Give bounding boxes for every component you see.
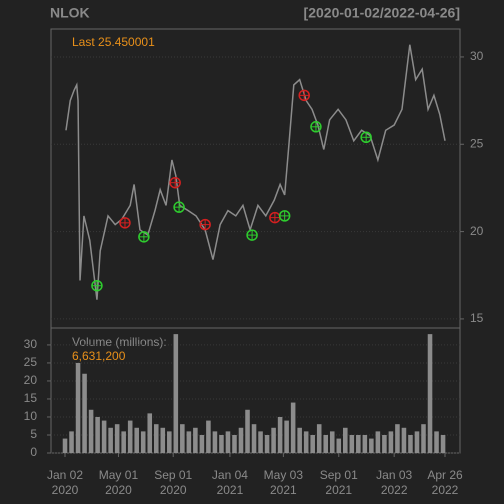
volume-bar <box>421 424 426 453</box>
chart-subtitle: [2020-01-02/2022-04-26] <box>304 5 460 21</box>
signal-marker <box>138 231 150 243</box>
volume-bar <box>127 420 133 453</box>
volume-bar <box>414 431 420 453</box>
volume-bar <box>284 420 289 453</box>
x-tick-label: Jan 02 2020 <box>47 468 83 497</box>
signal-marker <box>310 121 322 133</box>
volume-bar <box>108 427 113 453</box>
volume-bar <box>160 427 166 453</box>
panel-frame <box>50 28 461 329</box>
volume-bar <box>95 416 100 453</box>
volume-bar <box>75 362 81 453</box>
volume-bar <box>219 434 224 453</box>
y-tick-label: 10 <box>24 409 38 423</box>
y-tick-label: 20 <box>470 224 484 238</box>
volume-bar <box>395 424 400 453</box>
y-tick-label: 25 <box>24 355 38 369</box>
signal-marker <box>278 210 291 222</box>
volume-bar <box>88 409 94 453</box>
signal-marker <box>360 131 372 144</box>
price-line <box>65 44 446 300</box>
x-tick-label: May 01 2020 <box>99 468 139 497</box>
x-tick-label: Sep 01 2021 <box>320 468 358 497</box>
volume-bar <box>186 431 192 453</box>
volume-bar <box>277 416 283 453</box>
signal-marker <box>298 89 310 102</box>
y-tick-label: 30 <box>470 49 484 63</box>
volume-bar <box>297 427 302 453</box>
volume-bar <box>401 427 407 453</box>
volume-bar <box>434 431 439 453</box>
volume-bar <box>316 424 322 453</box>
y-tick-label: 20 <box>24 373 38 387</box>
volume-bar <box>101 420 107 453</box>
y-tick-label: 30 <box>24 337 38 351</box>
signal-marker <box>199 218 211 231</box>
y-tick-label: 0 <box>30 445 37 459</box>
volume-bar <box>258 431 263 453</box>
volume-bar <box>408 434 413 453</box>
volume-bar <box>167 431 172 453</box>
volume-bar <box>199 434 205 453</box>
y-tick-label: 15 <box>470 311 484 325</box>
volume-bar <box>121 431 126 453</box>
volume-bar <box>225 431 231 453</box>
x-tick-label: Jan 03 2022 <box>376 468 412 497</box>
volume-bar <box>245 409 250 453</box>
volume-bar <box>206 420 211 453</box>
volume-bar <box>388 431 394 453</box>
volume-bar <box>173 334 179 453</box>
chart-title: NLOK <box>50 5 90 21</box>
signal-marker <box>246 229 258 241</box>
volume-bar <box>290 402 296 453</box>
volume-bar <box>440 434 446 453</box>
volume-bar <box>238 427 244 453</box>
volume-bar <box>180 424 185 453</box>
signal-marker <box>169 176 181 189</box>
volume-bar <box>356 434 361 453</box>
volume-bar <box>303 431 309 453</box>
x-tick-label: Jan 04 2021 <box>212 468 248 497</box>
volume-bar <box>134 427 139 453</box>
volume-bar <box>114 424 120 453</box>
volume-bar <box>375 431 381 453</box>
x-tick-label: May 03 2021 <box>264 468 304 497</box>
y-tick-label: 25 <box>470 136 484 150</box>
volume-bar <box>153 424 159 453</box>
signal-marker <box>173 201 185 213</box>
signal-marker <box>91 279 103 292</box>
volume-bar <box>212 431 218 453</box>
volume-bar <box>193 427 198 453</box>
volume-label: Volume (millions): <box>72 335 167 349</box>
volume-bar <box>349 434 355 453</box>
volume-bar <box>271 427 276 453</box>
volume-bar <box>382 434 387 453</box>
volume-bar <box>310 434 315 453</box>
y-tick-label: 5 <box>30 427 37 441</box>
volume-bar <box>140 431 146 453</box>
signal-marker <box>269 211 281 224</box>
volume-bar <box>343 427 348 453</box>
volume-bar <box>362 434 368 453</box>
volume-bar <box>427 334 433 453</box>
signal-marker <box>119 217 131 229</box>
volume-bar <box>251 424 257 453</box>
x-tick-label: Apr 26 2022 <box>427 468 463 497</box>
volume-bar <box>82 373 87 453</box>
volume-bar <box>329 431 335 453</box>
y-tick-label: 15 <box>24 391 38 405</box>
volume-bar <box>69 431 74 453</box>
volume-bar <box>369 438 374 453</box>
volume-value: 6,631,200 <box>72 349 126 363</box>
volume-bar <box>323 434 329 453</box>
volume-bar <box>232 434 237 453</box>
volume-bar <box>147 413 153 453</box>
volume-bar <box>264 434 270 453</box>
volume-bar <box>336 438 342 453</box>
volume-bar <box>62 438 68 453</box>
last-value: Last 25.450001 <box>72 35 155 49</box>
x-tick-label: Sep 01 2020 <box>154 468 192 497</box>
